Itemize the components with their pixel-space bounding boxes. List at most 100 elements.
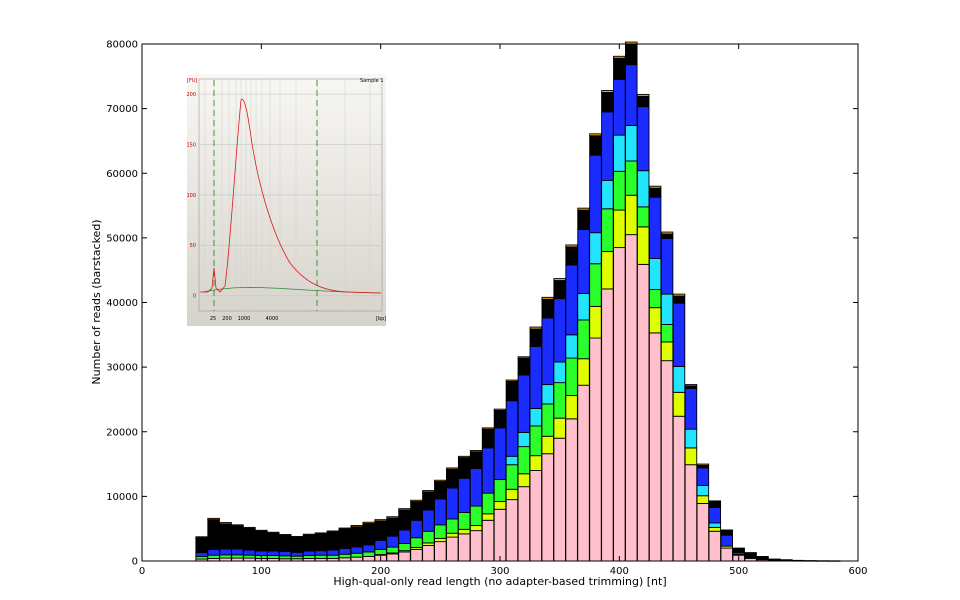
bar-segment xyxy=(219,523,232,550)
bar-segment xyxy=(302,534,316,552)
bar-segment xyxy=(601,179,614,210)
bar-segment xyxy=(732,547,745,554)
bar-segment xyxy=(505,379,519,382)
bar-segment xyxy=(446,467,459,470)
bar-segment xyxy=(255,550,268,556)
bar-segment xyxy=(565,246,578,266)
bar-segment xyxy=(481,428,495,449)
inset-y-tick-label: 150 xyxy=(186,142,196,148)
bar-segment xyxy=(625,194,638,236)
bar-segment xyxy=(219,548,232,556)
bar-segment xyxy=(457,512,471,530)
inset-y-tick-label: 200 xyxy=(186,92,196,98)
bar-segment xyxy=(493,409,507,429)
bar-segment xyxy=(469,525,483,532)
bar-segment xyxy=(422,530,435,544)
bar-segment xyxy=(625,124,638,162)
inset-x-unit: [bp] xyxy=(376,316,386,322)
bar-segment xyxy=(481,447,495,494)
bar-segment xyxy=(207,548,220,556)
inset-title: Sample 1 xyxy=(360,78,384,84)
bar-segment xyxy=(517,374,531,433)
bar-segment xyxy=(267,550,280,556)
bar-segment xyxy=(565,244,578,248)
bar-segment xyxy=(696,495,710,504)
y-tick-label: 60000 xyxy=(106,169,138,180)
bar-segment xyxy=(601,111,614,181)
bar-segment xyxy=(672,302,686,367)
bar-segment xyxy=(517,431,531,448)
bar-segment xyxy=(434,479,447,482)
bar-segment xyxy=(469,451,483,470)
bar-segment xyxy=(541,453,554,562)
bar-segment xyxy=(505,455,519,466)
bar-segment xyxy=(386,516,399,519)
bar-stack-group xyxy=(195,41,841,562)
y-tick-label: 30000 xyxy=(106,363,138,374)
bar-segment xyxy=(362,556,375,562)
bar-segment xyxy=(481,519,495,562)
bar-segment xyxy=(577,358,590,386)
bar-segment xyxy=(684,464,698,562)
bar-segment xyxy=(422,509,435,532)
bar-segment xyxy=(529,408,543,427)
bar-segment xyxy=(529,326,543,330)
bar-segment xyxy=(613,170,626,211)
bar-segment xyxy=(457,533,471,562)
bar-segment xyxy=(362,551,375,557)
bar-segment xyxy=(529,470,543,562)
bar-segment xyxy=(553,278,566,281)
bar-segment xyxy=(195,536,208,539)
bar-segment xyxy=(636,95,650,108)
bar-segment xyxy=(434,524,447,539)
y-axis-ticks: 0100002000030000400005000060000700008000… xyxy=(106,40,858,568)
bar-segment xyxy=(648,187,662,198)
bar-segment xyxy=(553,437,566,562)
bar-segment xyxy=(648,307,662,334)
bar-segment xyxy=(636,206,650,228)
bar-segment xyxy=(601,92,614,113)
bar-segment xyxy=(338,527,352,530)
bar-segment xyxy=(541,298,554,319)
x-tick-label: 0 xyxy=(139,566,145,577)
bar-segment xyxy=(553,382,566,419)
bar-segment xyxy=(660,238,674,295)
bar-segment xyxy=(636,106,650,172)
x-tick-label: 600 xyxy=(848,566,867,577)
inset-y-tick-label: 50 xyxy=(190,243,196,249)
bar-segment xyxy=(457,455,471,459)
bar-segment xyxy=(672,295,686,304)
bar-segment xyxy=(362,523,375,546)
bar-segment xyxy=(398,529,411,544)
x-tick-label: 300 xyxy=(490,566,509,577)
bar-segment xyxy=(529,328,543,347)
bar-segment xyxy=(278,535,292,552)
bar-segment xyxy=(636,93,650,97)
bar-segment xyxy=(541,403,554,437)
y-tick-label: 20000 xyxy=(106,427,138,438)
bar-segment xyxy=(517,446,531,475)
bar-segment xyxy=(613,55,626,59)
bar-segment xyxy=(278,534,292,536)
bar-segment xyxy=(577,209,590,230)
bar-segment xyxy=(517,486,531,562)
bar-segment xyxy=(589,305,602,339)
bar-segment xyxy=(231,554,244,559)
bar-segment xyxy=(625,234,638,562)
x-axis-ticks: 0 100 200 300 400 500 600 xyxy=(139,44,868,577)
bar-segment xyxy=(589,337,602,562)
bar-segment xyxy=(290,536,304,553)
bar-segment xyxy=(338,553,352,559)
bar-segment xyxy=(684,428,698,449)
bar-segment xyxy=(672,415,686,562)
y-tick-label: 80000 xyxy=(106,40,138,51)
bar-segment xyxy=(350,556,364,562)
bar-segment xyxy=(457,477,471,513)
bar-segment xyxy=(338,547,352,555)
bar-segment xyxy=(422,490,435,493)
bar-segment xyxy=(565,395,578,420)
bar-segment xyxy=(386,546,399,554)
bar-segment xyxy=(625,64,638,126)
bar-segment xyxy=(386,517,399,537)
